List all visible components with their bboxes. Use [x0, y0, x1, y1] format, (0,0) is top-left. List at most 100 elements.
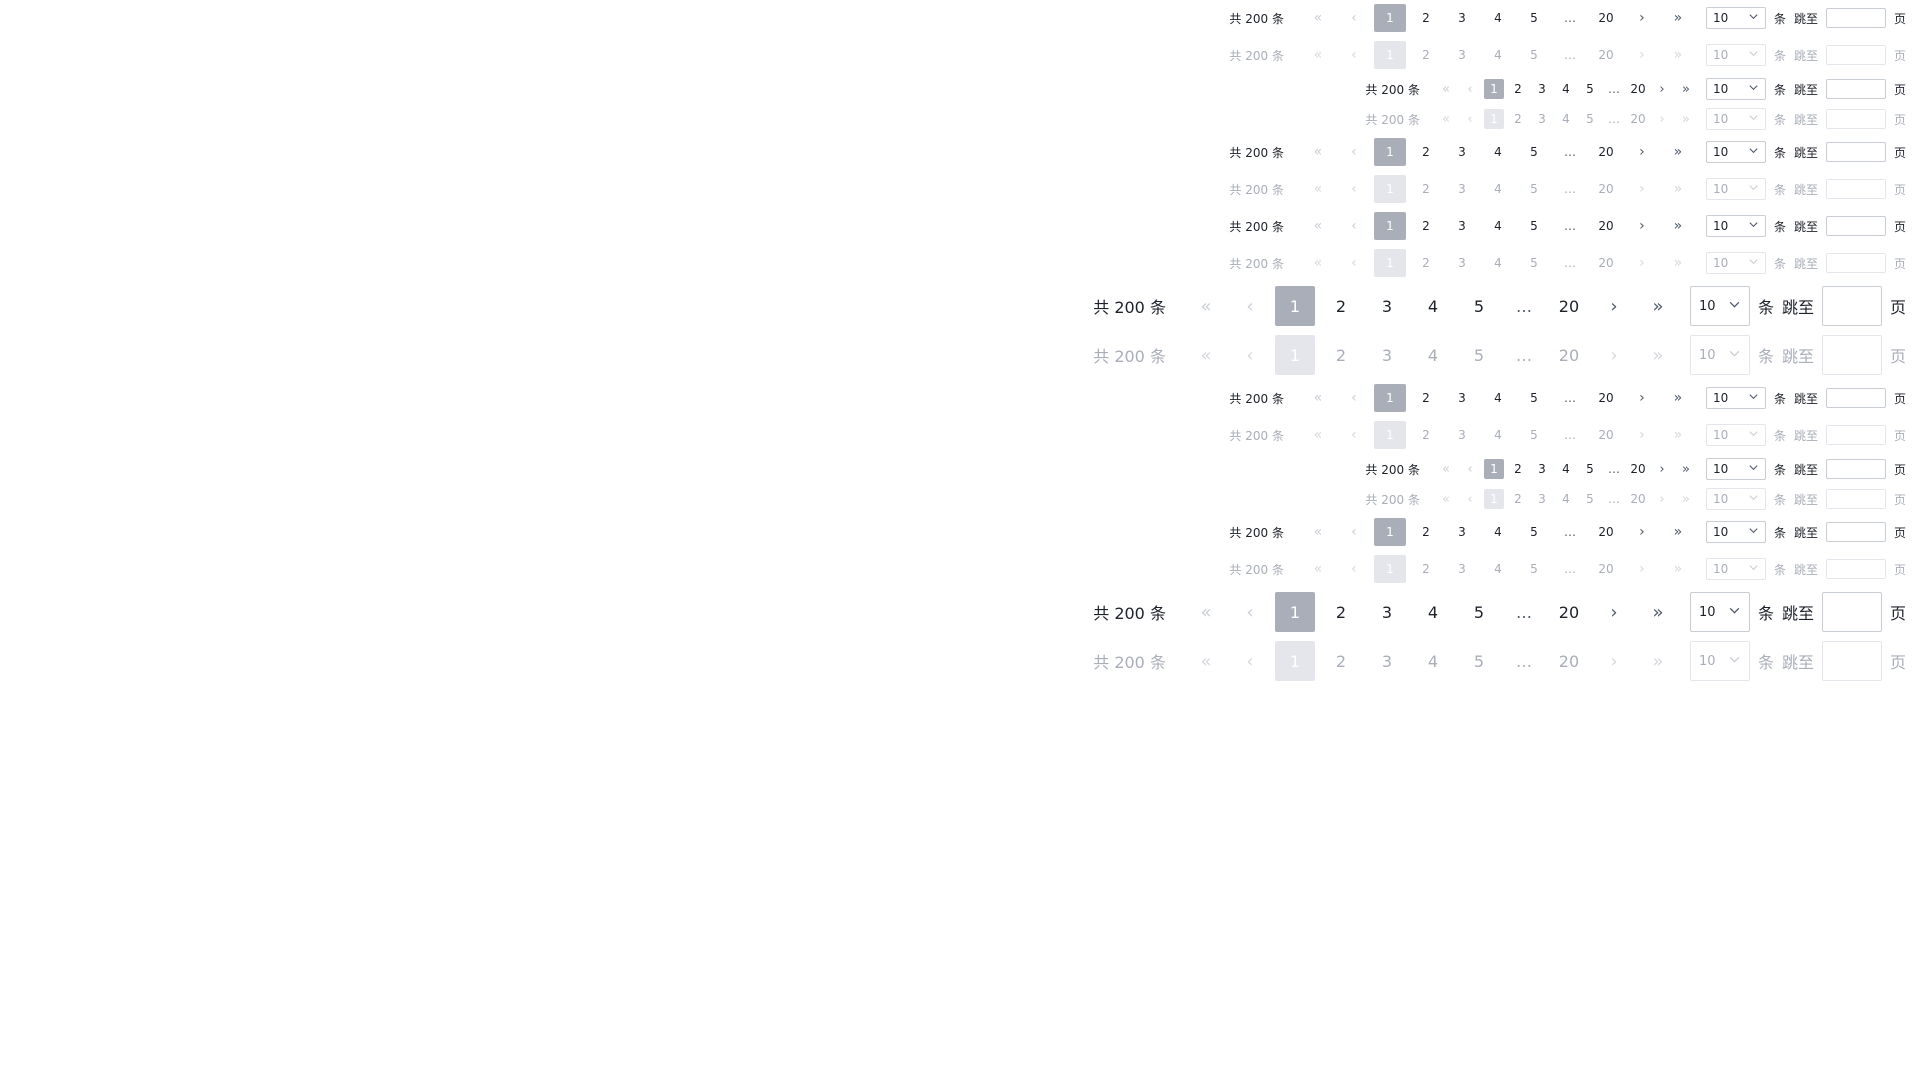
page-item-last[interactable]: 20 [1630, 462, 1646, 476]
page-item-last[interactable]: 20 [1598, 219, 1614, 233]
page-item[interactable]: 3 [1458, 145, 1466, 159]
page-item[interactable]: 5 [1530, 145, 1538, 159]
ellipsis-more[interactable]: … [1563, 219, 1576, 233]
page-item-last[interactable]: 20 [1558, 296, 1580, 316]
last-page-button[interactable]: » [1640, 592, 1676, 632]
prev-page-button[interactable]: ‹ [1340, 138, 1368, 166]
page-item[interactable]: 1 [1373, 138, 1406, 166]
first-page-button[interactable]: « [1188, 286, 1224, 326]
next-page-button[interactable]: › [1652, 459, 1672, 479]
page-item-last[interactable]: 20 [1598, 525, 1614, 539]
last-page-button[interactable]: » [1640, 286, 1676, 326]
next-page-button[interactable]: › [1628, 384, 1656, 412]
jump-page-input[interactable] [1825, 459, 1886, 479]
page-item[interactable]: 4 [1562, 462, 1570, 476]
page-item[interactable]: 4 [1494, 145, 1502, 159]
last-page-button[interactable]: » [1664, 384, 1692, 412]
page-item[interactable]: 5 [1473, 296, 1485, 316]
page-size-select[interactable]: 10 [1705, 521, 1766, 543]
page-size-select[interactable]: 10 [1705, 458, 1766, 480]
page-item-last[interactable]: 20 [1598, 145, 1614, 159]
page-item[interactable]: 5 [1530, 391, 1538, 405]
page-item[interactable]: 4 [1427, 602, 1439, 622]
page-item[interactable]: 1 [1483, 459, 1504, 479]
page-item[interactable]: 2 [1422, 525, 1430, 539]
first-page-button[interactable]: « [1304, 4, 1332, 32]
next-page-button[interactable]: › [1628, 518, 1656, 546]
page-item[interactable]: 4 [1494, 11, 1502, 25]
page-item[interactable]: 3 [1458, 525, 1466, 539]
last-page-button[interactable]: » [1664, 4, 1692, 32]
prev-page-button[interactable]: ‹ [1340, 4, 1368, 32]
ellipsis-more[interactable]: … [1563, 11, 1576, 25]
next-page-button[interactable]: › [1628, 4, 1656, 32]
page-item[interactable]: 1 [1274, 592, 1315, 632]
page-item[interactable]: 5 [1586, 82, 1594, 96]
page-item[interactable]: 3 [1458, 219, 1466, 233]
page-item[interactable]: 1 [1373, 212, 1406, 240]
page-item[interactable]: 3 [1381, 296, 1393, 316]
page-item[interactable]: 3 [1381, 602, 1393, 622]
next-page-button[interactable]: › [1652, 79, 1672, 99]
last-page-button[interactable]: » [1664, 138, 1692, 166]
jump-page-input[interactable] [1821, 592, 1882, 632]
page-item[interactable]: 2 [1335, 602, 1347, 622]
jump-page-input[interactable] [1825, 79, 1886, 99]
page-size-select[interactable]: 10 [1705, 215, 1766, 237]
page-item[interactable]: 2 [1514, 462, 1522, 476]
page-item[interactable]: 1 [1373, 384, 1406, 412]
last-page-button[interactable]: » [1664, 518, 1692, 546]
page-item[interactable]: 1 [1274, 286, 1315, 326]
first-page-button[interactable]: « [1304, 384, 1332, 412]
first-page-button[interactable]: « [1304, 212, 1332, 240]
page-item[interactable]: 2 [1335, 296, 1347, 316]
last-page-button[interactable]: » [1664, 212, 1692, 240]
page-item-last[interactable]: 20 [1598, 391, 1614, 405]
ellipsis-more[interactable]: … [1563, 391, 1576, 405]
page-item[interactable]: 2 [1422, 11, 1430, 25]
page-item[interactable]: 3 [1458, 11, 1466, 25]
page-item-last[interactable]: 20 [1558, 602, 1580, 622]
next-page-button[interactable]: › [1628, 138, 1656, 166]
page-item[interactable]: 1 [1483, 79, 1504, 99]
page-item[interactable]: 4 [1562, 82, 1570, 96]
jump-page-input[interactable] [1825, 388, 1886, 408]
page-item[interactable]: 5 [1530, 219, 1538, 233]
page-item[interactable]: 2 [1422, 145, 1430, 159]
page-item[interactable]: 1 [1373, 4, 1406, 32]
next-page-button[interactable]: › [1596, 286, 1632, 326]
page-item[interactable]: 2 [1422, 391, 1430, 405]
prev-page-button[interactable]: ‹ [1340, 518, 1368, 546]
page-item[interactable]: 5 [1586, 462, 1594, 476]
first-page-button[interactable]: « [1188, 592, 1224, 632]
jump-page-input[interactable] [1825, 216, 1886, 236]
page-item-last[interactable]: 20 [1598, 11, 1614, 25]
jump-page-input[interactable] [1825, 8, 1886, 28]
first-page-button[interactable]: « [1304, 138, 1332, 166]
first-page-button[interactable]: « [1436, 459, 1456, 479]
last-page-button[interactable]: » [1676, 79, 1696, 99]
prev-page-button[interactable]: ‹ [1232, 592, 1268, 632]
page-item[interactable]: 3 [1538, 82, 1546, 96]
page-size-select[interactable]: 10 [1705, 141, 1766, 163]
prev-page-button[interactable]: ‹ [1460, 459, 1480, 479]
prev-page-button[interactable]: ‹ [1460, 79, 1480, 99]
page-item[interactable]: 5 [1530, 525, 1538, 539]
page-size-select[interactable]: 10 [1705, 387, 1766, 409]
ellipsis-more[interactable]: … [1563, 525, 1576, 539]
ellipsis-more[interactable]: … [1515, 602, 1532, 622]
first-page-button[interactable]: « [1436, 79, 1456, 99]
page-item[interactable]: 5 [1473, 602, 1485, 622]
prev-page-button[interactable]: ‹ [1340, 384, 1368, 412]
page-item[interactable]: 4 [1494, 219, 1502, 233]
jump-page-input[interactable] [1821, 286, 1882, 326]
prev-page-button[interactable]: ‹ [1232, 286, 1268, 326]
page-size-select[interactable]: 10 [1689, 592, 1750, 632]
page-item[interactable]: 4 [1494, 525, 1502, 539]
page-size-select[interactable]: 10 [1705, 78, 1766, 100]
first-page-button[interactable]: « [1304, 518, 1332, 546]
page-item[interactable]: 2 [1422, 219, 1430, 233]
page-item-last[interactable]: 20 [1630, 82, 1646, 96]
prev-page-button[interactable]: ‹ [1340, 212, 1368, 240]
ellipsis-more[interactable]: … [1607, 462, 1620, 476]
